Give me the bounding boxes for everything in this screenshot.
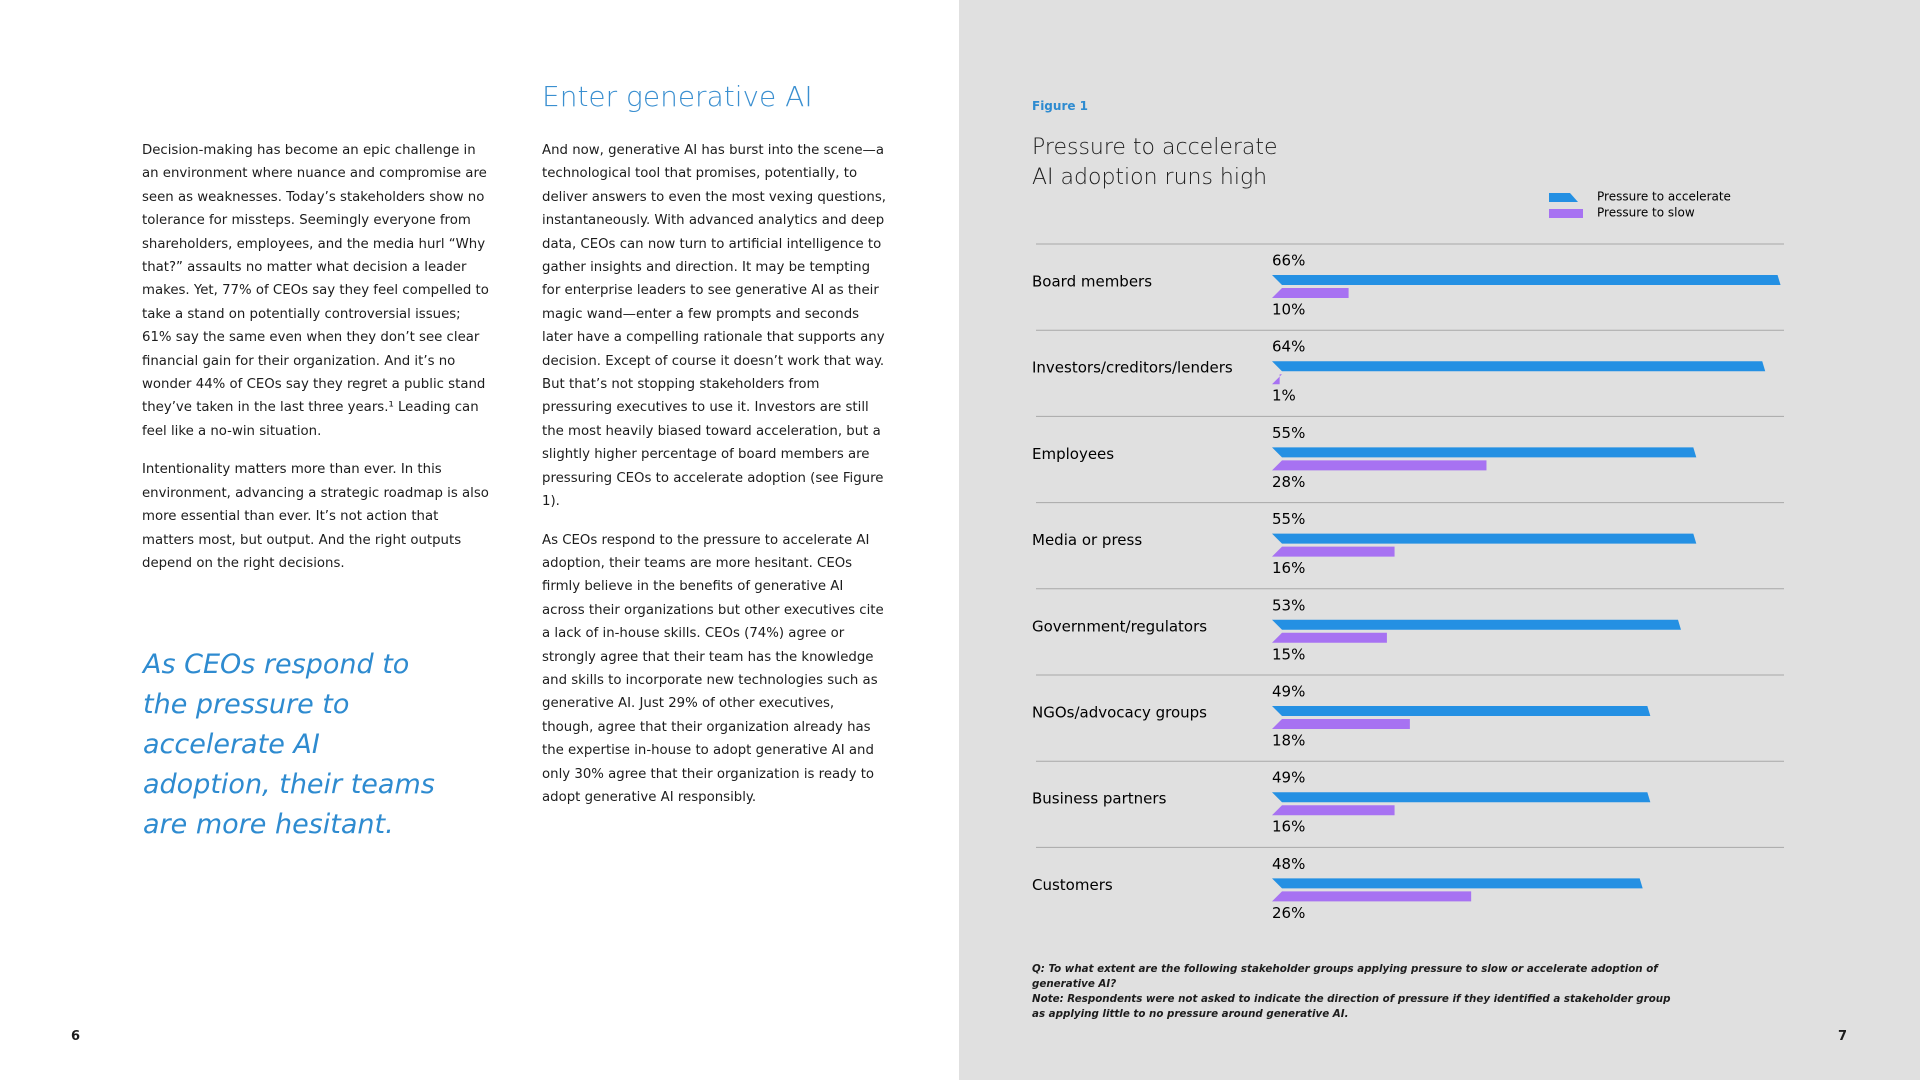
value-label: 64% [1272,338,1305,356]
value-label: 16% [1272,559,1305,577]
value-label: 26% [1272,904,1305,922]
note: Q: To what extent are the following stak… [1032,963,1658,990]
bar [1272,719,1410,729]
value-label: 49% [1272,769,1305,787]
bar [1272,792,1651,803]
bar [1272,361,1766,372]
legend-label: Pressure to slow [1597,206,1695,220]
page-number: 7 [1838,1029,1848,1044]
value-label: 28% [1272,473,1305,491]
paragraph: Decision-making has become an epic chall… [142,143,489,439]
category-label: Employees [1032,445,1114,463]
pull-quote: As CEOs respond to the pressure to accel… [143,649,435,840]
legend-swatch [1549,209,1583,218]
bar [1272,460,1487,471]
value-label: 15% [1272,645,1305,663]
chart-notes: Q: To what extent are the following stak… [1032,962,1682,1022]
page-number: 6 [71,1029,81,1044]
value-label: 1% [1272,387,1296,405]
bar [1272,891,1472,902]
section-heading: Enter generative AI [542,80,813,113]
value-label: 49% [1272,683,1305,701]
bar [1272,805,1395,816]
column-1: Decision-making has become an epic chall… [142,139,492,590]
value-label: 55% [1272,510,1305,528]
bar [1272,619,1681,630]
value-label: 18% [1272,732,1305,750]
bar [1272,533,1697,544]
chart-title: Pressure to accelerate AI adoption runs … [1032,135,1278,190]
bar [1272,447,1697,458]
note: Note: Respondents were not asked to indi… [1032,993,1671,1020]
category-label: Government/regulators [1032,617,1207,635]
value-label: 55% [1272,424,1305,442]
paragraph: And now, generative AI has burst into th… [542,143,886,510]
bar [1272,374,1282,385]
value-label: 53% [1272,596,1305,614]
category-label: Board members [1032,273,1152,291]
bar [1272,878,1643,889]
paragraph: Intentionality matters more than ever. I… [142,462,489,571]
legend-swatch [1549,193,1578,202]
value-label: 10% [1272,301,1305,319]
category-label: Investors/creditors/lenders [1032,359,1233,377]
legend-label: Pressure to accelerate [1597,190,1731,204]
category-label: Customers [1032,876,1113,894]
figure-label: Figure 1 [1032,99,1089,113]
category-label: Media or press [1032,531,1142,549]
category-label: Business partners [1032,790,1167,808]
bar [1272,546,1395,557]
bar [1272,288,1349,298]
bar [1272,275,1781,285]
bar [1272,706,1651,716]
column-2: And now, generative AI has burst into th… [542,139,887,824]
value-label: 16% [1272,818,1305,836]
value-label: 66% [1272,252,1305,270]
value-label: 48% [1272,855,1305,873]
bar [1272,632,1387,643]
paragraph: As CEOs respond to the pressure to accel… [542,532,884,805]
category-label: NGOs/advocacy groups [1032,704,1207,722]
